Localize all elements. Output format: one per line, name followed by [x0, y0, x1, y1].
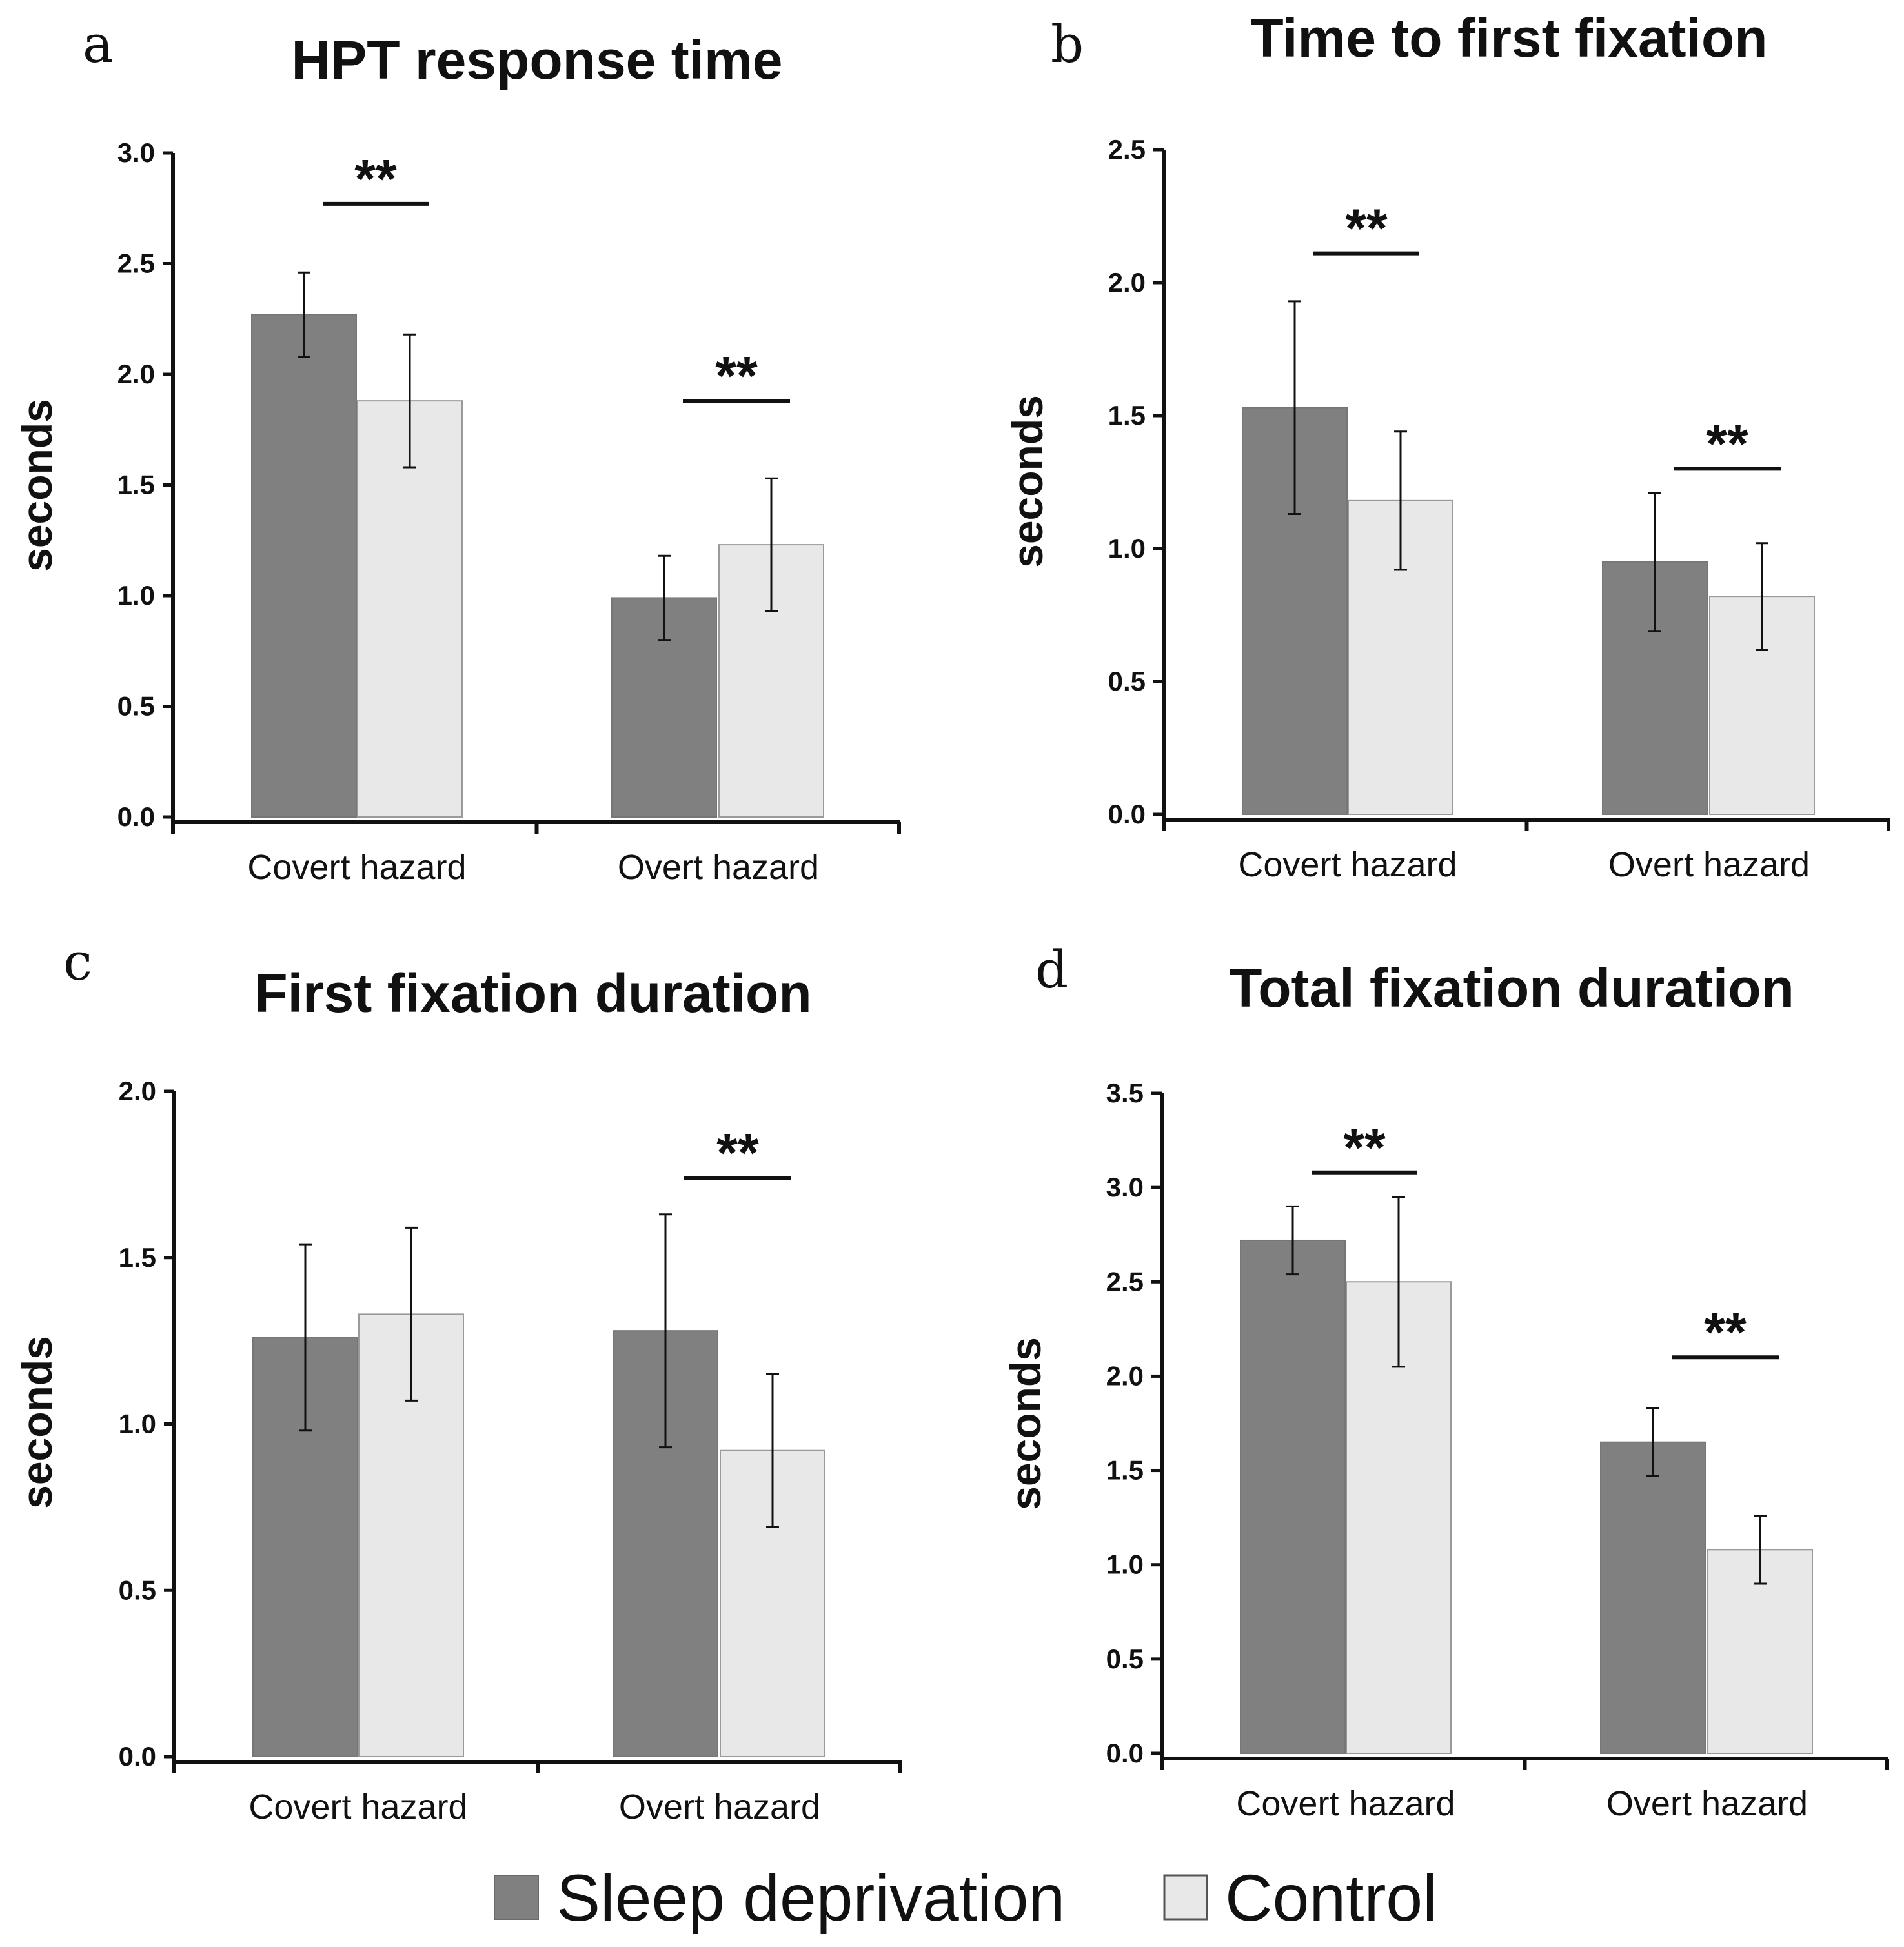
y-tick-label: 1.5: [1106, 1455, 1144, 1486]
error-bar: [766, 1373, 779, 1528]
significance-marker: **: [323, 148, 429, 209]
error-bar: [658, 554, 671, 641]
y-axis-title: seconds: [1004, 395, 1051, 568]
panel-d: d Total fixation duration seconds Covert…: [1002, 940, 1889, 1823]
legend-label-sleep-deprivation: Sleep deprivation: [556, 1861, 1065, 1935]
significance-marker: **: [1674, 413, 1781, 474]
y-tick-label: 2.0: [1106, 1360, 1144, 1391]
significance-label: **: [1345, 198, 1388, 259]
significance-label: **: [715, 345, 758, 406]
y-tick-label: 3.0: [117, 137, 155, 168]
y-tick-label: 0.0: [117, 802, 155, 832]
plot-area: Covert hazard Overt hazard 0.0 0.5 1.0 1.5 2.0…: [119, 1076, 902, 1826]
panel-letter-a: a: [83, 14, 114, 74]
error-bar: [1394, 430, 1407, 571]
panel-title: Time to first fixation: [1250, 8, 1767, 68]
significance-label: **: [1706, 413, 1748, 474]
error-bar: [1646, 1407, 1659, 1477]
category-label-covert-hazard: Covert hazard: [1238, 845, 1457, 884]
y-tick-label: 1.0: [119, 1409, 156, 1439]
panel-title: Total fixation duration: [1229, 958, 1794, 1018]
bar-sleep-deprivation-covert: [251, 314, 357, 818]
error-bar: [1648, 491, 1661, 632]
y-tick-label: 2.5: [1108, 134, 1146, 165]
y-tick-label: 3.5: [1106, 1078, 1144, 1108]
legend-label-control: Control: [1225, 1861, 1437, 1935]
y-tick-label: 0.5: [117, 691, 155, 721]
category-label-covert-hazard: Covert hazard: [247, 848, 466, 887]
significance-label: **: [354, 148, 397, 209]
y-tick-label: 2.0: [117, 359, 155, 389]
plot-area: Covert hazard Overt hazard 0.0 0.5 1.0 1.5 2.0…: [117, 137, 901, 887]
panel-b: b Time to first fixation seconds Covert …: [1004, 8, 1890, 884]
significance-label: **: [716, 1122, 759, 1183]
error-bar: [1392, 1196, 1405, 1368]
y-tick-label: 0.5: [1108, 666, 1146, 696]
significance-label: **: [1704, 1302, 1747, 1362]
y-tick-label: 1.0: [1108, 533, 1146, 563]
y-tick-label: 0.0: [1106, 1738, 1144, 1768]
y-tick-label: 1.0: [117, 580, 155, 610]
category-label-overt-hazard: Overt hazard: [1608, 845, 1810, 884]
significance-label: **: [1343, 1117, 1386, 1178]
panel-letter-b: b: [1051, 14, 1084, 74]
y-tick-label: 1.5: [1108, 400, 1146, 430]
y-tick-label: 2.0: [119, 1076, 156, 1106]
error-bar: [1288, 300, 1301, 515]
panel-title: First fixation duration: [254, 963, 811, 1024]
y-tick-label: 2.5: [1106, 1266, 1144, 1296]
y-tick-label: 3.0: [1106, 1172, 1144, 1202]
error-bar: [1756, 542, 1768, 651]
significance-marker: **: [1313, 198, 1419, 259]
y-tick-label: 2.5: [117, 248, 155, 279]
error-bar: [659, 1213, 672, 1449]
y-axis-title: seconds: [13, 399, 61, 572]
category-label-covert-hazard: Covert hazard: [248, 1788, 467, 1826]
error-bar: [403, 333, 416, 469]
panel-letter-d: d: [1035, 940, 1068, 1000]
error-bar: [1286, 1205, 1299, 1276]
y-axis-title: seconds: [13, 1336, 61, 1509]
error-bar: [405, 1226, 418, 1402]
panel-letter-c: c: [63, 932, 92, 992]
category-label-overt-hazard: Overt hazard: [619, 1788, 820, 1826]
panel-c: c First fixation duration seconds Covert…: [13, 932, 902, 1826]
significance-marker: **: [1672, 1302, 1779, 1362]
category-label-overt-hazard: Overt hazard: [1606, 1784, 1808, 1823]
panel-title: HPT response time: [292, 30, 783, 90]
y-tick-label: 1.0: [1106, 1549, 1144, 1580]
legend-swatch-control: [1163, 1874, 1208, 1921]
significance-marker: **: [683, 345, 790, 406]
error-bar: [1754, 1515, 1767, 1585]
error-bar: [765, 477, 778, 612]
significance-marker: **: [684, 1122, 791, 1183]
y-tick-label: 1.5: [119, 1242, 156, 1273]
y-tick-label: 2.0: [1108, 267, 1146, 298]
error-bar: [298, 271, 310, 358]
bar-sleep-deprivation-covert: [1240, 1239, 1346, 1755]
bar-control-covert: [357, 400, 463, 818]
y-tick-label: 0.0: [1108, 799, 1146, 829]
plot-area: Covert hazard Overt hazard 0.0 0.5 1.0 1.5 2.0…: [1106, 1078, 1889, 1823]
y-axis-title: seconds: [1002, 1337, 1049, 1510]
y-tick-label: 0.5: [1106, 1644, 1144, 1674]
category-label-covert-hazard: Covert hazard: [1236, 1784, 1455, 1823]
category-label-overt-hazard: Overt hazard: [618, 848, 819, 887]
legend: Sleep deprivation Control: [494, 1861, 1437, 1935]
significance-marker: **: [1312, 1117, 1417, 1178]
panel-a: a HPT response time seconds Covert hazar…: [13, 14, 901, 887]
y-tick-label: 0.5: [119, 1575, 156, 1605]
y-tick-label: 1.5: [117, 470, 155, 500]
plot-area: Covert hazard Overt hazard 0.0 0.5 1.0 1.5 2.0…: [1108, 134, 1890, 884]
y-tick-label: 0.0: [119, 1741, 156, 1771]
error-bar: [299, 1243, 312, 1432]
bar-sleep-deprivation-overt: [1600, 1441, 1706, 1754]
legend-swatch-sleep-deprivation: [494, 1875, 539, 1920]
